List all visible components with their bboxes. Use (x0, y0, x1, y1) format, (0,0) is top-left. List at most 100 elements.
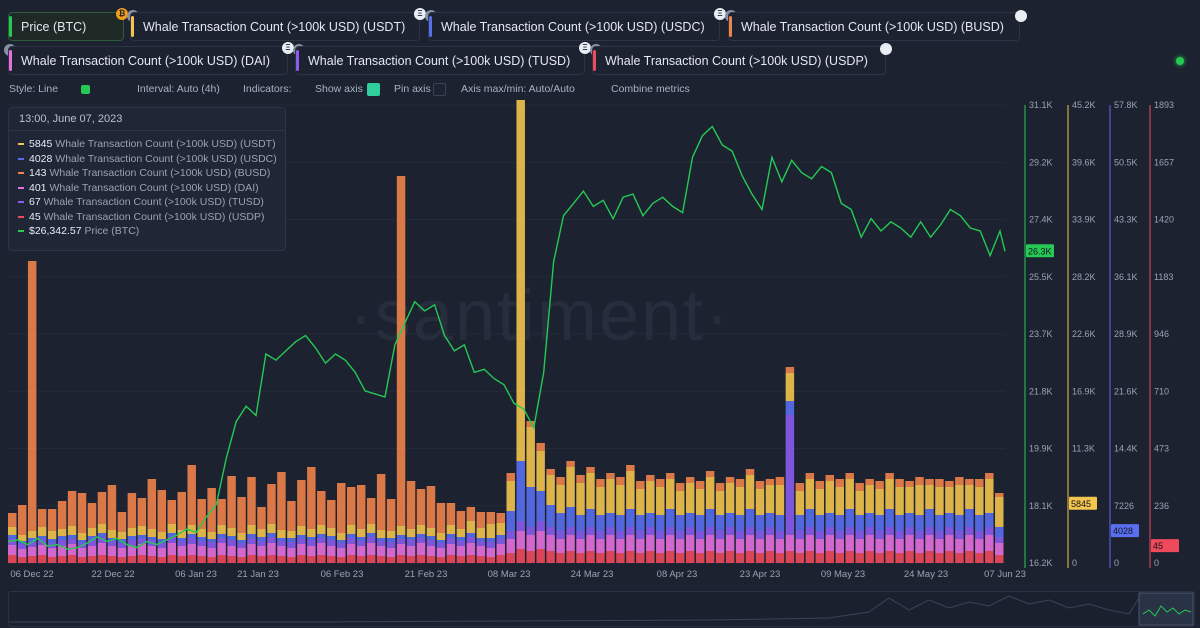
bar-segment (8, 535, 17, 539)
bar-segment (127, 556, 137, 563)
tooltip-series-label: Whale Transaction Count (>100k USD) (USD… (55, 138, 276, 150)
axis-tick-label: 236 (1154, 501, 1169, 511)
metric-chip-price-btc[interactable]: Price (BTC) (8, 12, 124, 41)
bar-segment (845, 473, 854, 479)
style-selector[interactable]: Style: Line (9, 83, 59, 95)
axis-tick-label: 14.4K (1114, 444, 1138, 454)
bar-segment (666, 509, 675, 527)
metric-chip-usdt[interactable]: Whale Transaction Count (>100k USD) (USD… (130, 12, 420, 41)
bar-segment (207, 542, 216, 548)
bar-segment (426, 546, 436, 556)
bar-segment (636, 553, 645, 563)
bar-segment (785, 535, 795, 551)
bar-segment (945, 481, 954, 487)
bar-segment (247, 544, 256, 555)
bar-segment (187, 544, 196, 555)
bar-segment (17, 549, 27, 557)
bar-segment (845, 527, 854, 535)
bar-segment (217, 538, 226, 543)
bar-segment (925, 485, 934, 509)
axis-tick-label: 1420 (1154, 215, 1174, 225)
bar-segment (67, 535, 77, 539)
bar-segment (596, 479, 605, 487)
bar-segment (107, 556, 117, 563)
axis-tick-label: 16.9K (1072, 386, 1096, 396)
bar-segment (975, 539, 984, 553)
metric-chip-usdc[interactable]: Whale Transaction Count (>100k USD) (USD… (428, 12, 720, 41)
bar-segment (666, 551, 675, 563)
bar-segment (416, 489, 426, 525)
bar-segment (117, 532, 127, 539)
bar-segment (446, 525, 456, 534)
bar-segment (147, 546, 157, 556)
bar-segment (835, 553, 844, 563)
bar-segment (267, 543, 276, 555)
bar-segment (586, 535, 595, 551)
metric-chip-tusd[interactable]: Whale Transaction Count (>100k USD) (TUS… (295, 46, 585, 75)
bar-segment (885, 473, 894, 479)
combine-metrics-button[interactable]: Combine metrics (611, 83, 690, 95)
bar-segment (97, 543, 107, 555)
bar-segment (307, 546, 316, 556)
bar-segment (885, 479, 894, 509)
bar-segment (277, 556, 286, 563)
range-navigator[interactable] (8, 591, 1195, 627)
bar-segment (695, 489, 705, 515)
bar-segment (57, 529, 67, 536)
metric-chip-dai[interactable]: Whale Transaction Count (>100k USD) (DAI… (8, 46, 288, 75)
bar-segment (685, 535, 695, 551)
bar-segment (785, 415, 795, 535)
bar-segment (626, 509, 635, 527)
bar-segment (476, 541, 486, 546)
pin-axis-toggle[interactable] (433, 83, 446, 96)
bar-segment (476, 556, 486, 563)
bar-segment (356, 556, 366, 563)
bar-segment (137, 544, 147, 555)
bar-segment (955, 553, 964, 563)
bar-segment (636, 539, 645, 553)
bar-segment (57, 546, 67, 556)
chart-area[interactable]: ·santiment· 31.1K 29.2K 27.4K 25.5K 23.7K 21.… (0, 100, 1200, 590)
bar-segment (416, 555, 426, 563)
bar-segment (825, 475, 835, 481)
axis-tick-label: 28.2K (1072, 272, 1096, 282)
axis-current-value: 4028 (1113, 526, 1133, 536)
metric-chip-usdp[interactable]: Whale Transaction Count (>100k USD) (USD… (592, 46, 886, 75)
axis-tick-label: 21.6K (1114, 386, 1138, 396)
bar-segment (985, 527, 994, 535)
axis-current-badge (1026, 244, 1054, 258)
bar-segment (656, 515, 665, 531)
tooltip-value: 401 (29, 181, 50, 194)
bar-segment (137, 539, 147, 544)
bar-segment (307, 556, 316, 563)
bar-segment (566, 527, 575, 535)
bar-segment (456, 511, 466, 529)
metric-chip-busd[interactable]: Whale Transaction Count (>100k USD) (BUS… (728, 12, 1020, 41)
bar-segment (546, 527, 555, 535)
bar-segment (945, 513, 954, 527)
bar-segment (755, 515, 765, 531)
bar-segment (107, 485, 117, 530)
bar-segment (376, 530, 386, 538)
axis-current-badge (1151, 539, 1179, 553)
tooltip-series-label: Price (BTC) (84, 225, 140, 237)
bar-segment (187, 555, 196, 563)
axis-tick-label: 946 (1154, 329, 1169, 339)
bar-segment (895, 539, 904, 553)
bar-segment (157, 539, 167, 543)
interval-selector[interactable]: Interval: Auto (4h) (137, 83, 220, 95)
bar-segment (875, 515, 884, 531)
show-axis-toggle[interactable] (367, 83, 380, 96)
bar-segment (765, 513, 775, 527)
tooltip-series-marker (18, 215, 24, 218)
bar-segment (755, 531, 765, 539)
axis-maxmin-selector[interactable]: Axis max/min: Auto/Auto (461, 83, 575, 95)
style-color-swatch[interactable] (81, 85, 90, 94)
indicators-label[interactable]: Indicators: (243, 83, 292, 95)
bar-segment (675, 483, 685, 491)
bar-segment (985, 535, 994, 551)
metric-color-bar (131, 16, 134, 37)
bar-segment (346, 487, 356, 525)
bar-segment (127, 528, 137, 536)
bar-segment (755, 481, 765, 489)
